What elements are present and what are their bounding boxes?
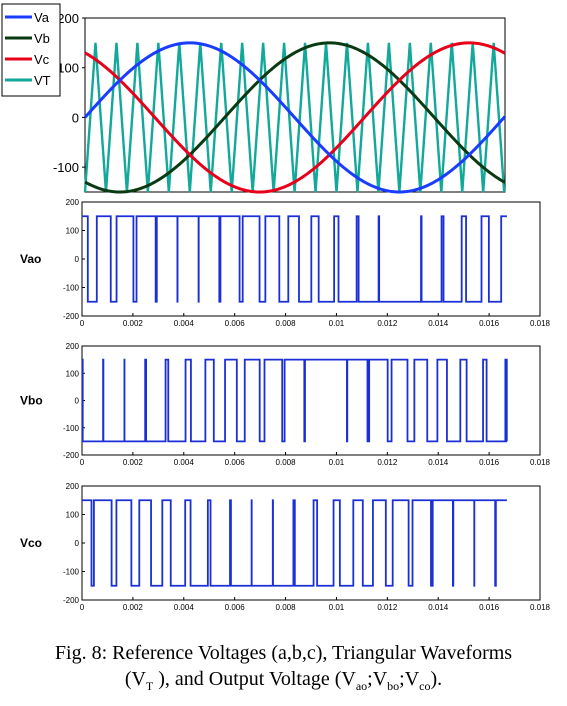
y-tick-label: -200: [63, 312, 80, 321]
x-tick-label: 0: [80, 319, 85, 328]
x-tick-label: 0.012: [377, 319, 398, 328]
caption-text: ;V: [399, 668, 420, 690]
caption-text: ), and Output Voltage (V: [153, 668, 356, 690]
x-tick-label: 0.018: [530, 603, 551, 612]
y-tick-label: -100: [63, 568, 80, 577]
y-tick-label: 200: [66, 198, 80, 207]
y-tick-label: 0: [72, 110, 79, 125]
y-axis-label-vco: Vco: [20, 536, 42, 550]
legend-label-Vc: Vc: [34, 52, 50, 67]
y-tick-label: 100: [66, 369, 80, 378]
y-axis-label-vao: Vao: [20, 252, 41, 266]
y-axis-label-vbo: Vbo: [20, 394, 43, 408]
series-Va: [83, 41, 507, 194]
x-tick-label: 0.016: [479, 603, 500, 612]
x-tick-label: 0.002: [123, 319, 144, 328]
x-tick-label: 0.008: [276, 458, 297, 467]
series-Vc: [84, 41, 506, 194]
x-tick-label: 0.01: [329, 603, 345, 612]
x-tick-label: 0.002: [123, 603, 144, 612]
caption-line-2: (VT ), and Output Voltage (Vao;Vbo;Vco).: [0, 666, 567, 699]
y-tick-label: 200: [66, 342, 80, 351]
plot-frame-vbo: [81, 345, 541, 456]
legend-label-VT: VT: [34, 73, 51, 88]
caption-subscript: ao: [355, 679, 368, 693]
y-tick-label: 100: [57, 61, 79, 76]
x-tick-label: 0.004: [174, 603, 195, 612]
x-tick-label: 0.006: [225, 319, 246, 328]
series-Vb: [84, 41, 506, 194]
x-tick-label: 0.01: [329, 319, 345, 328]
series-Vao: [82, 215, 507, 303]
caption-text: ;V: [367, 668, 388, 690]
x-tick-label: 0.004: [174, 319, 195, 328]
x-tick-label: 0.006: [225, 458, 246, 467]
y-tick-label: -100: [53, 160, 79, 175]
y-tick-label: -200: [63, 451, 80, 460]
legend-label-Va: Va: [34, 10, 50, 25]
x-tick-label: 0: [80, 603, 85, 612]
caption-text: (V: [124, 668, 146, 690]
series-Vbo: [81, 358, 508, 443]
series-Vco: [82, 499, 507, 587]
y-tick-label: 0: [75, 397, 80, 406]
y-tick-label: 200: [66, 482, 80, 491]
x-tick-label: 0.012: [377, 458, 398, 467]
x-tick-label: 0.014: [428, 458, 449, 467]
caption-subscript: T: [145, 679, 154, 693]
x-tick-label: 0.01: [329, 458, 345, 467]
legend-label-Vb: Vb: [34, 31, 50, 46]
y-tick-label: 100: [66, 227, 80, 236]
x-tick-label: 0.014: [428, 603, 449, 612]
x-tick-label: 0.018: [530, 319, 551, 328]
y-tick-label: -200: [63, 596, 80, 605]
x-tick-label: 0.014: [428, 319, 449, 328]
x-tick-label: 0.008: [276, 603, 297, 612]
figure-caption: Fig. 8: Reference Voltages (a,b,c), Tria…: [0, 640, 567, 699]
y-tick-label: 100: [66, 511, 80, 520]
x-tick-label: 0.002: [123, 458, 144, 467]
caption-text: ).: [430, 668, 443, 690]
x-tick-label: 0.008: [276, 319, 297, 328]
x-tick-label: 0.004: [174, 458, 195, 467]
caption-line-1: Fig. 8: Reference Voltages (a,b,c), Tria…: [54, 642, 513, 664]
x-tick-label: 0.018: [530, 458, 551, 467]
y-tick-label: -100: [63, 424, 80, 433]
x-tick-label: 0.006: [225, 603, 246, 612]
x-tick-label: 0.012: [377, 603, 398, 612]
y-tick-label: 200: [57, 11, 79, 26]
y-tick-label: 0: [75, 539, 80, 548]
x-tick-label: 0.016: [479, 458, 500, 467]
y-tick-label: 0: [75, 255, 80, 264]
caption-subscript: bo: [387, 679, 400, 693]
x-tick-label: 0: [80, 458, 85, 467]
series-VT-carrier: [83, 42, 506, 193]
y-tick-label: -100: [63, 284, 80, 293]
caption-subscript: co: [419, 679, 431, 693]
x-tick-label: 0.016: [479, 319, 500, 328]
